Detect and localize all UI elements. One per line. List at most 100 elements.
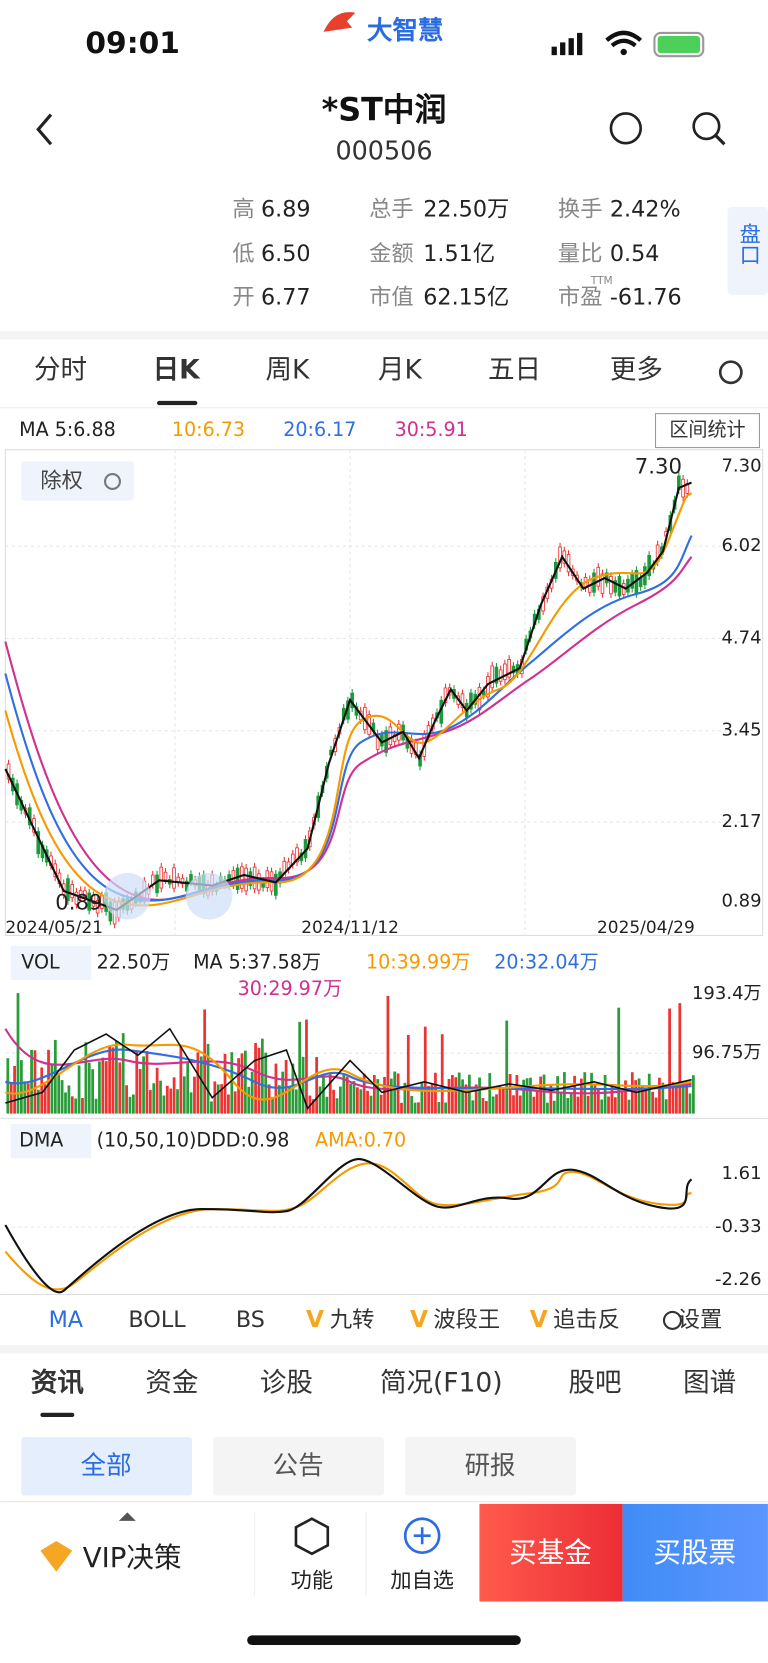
filter-button[interactable]	[213, 1437, 384, 1496]
candle-body	[490, 665, 494, 689]
buy-stock-button[interactable]	[622, 1503, 768, 1602]
volume-bar	[484, 1100, 488, 1114]
vol-button[interactable]	[10, 946, 92, 980]
volume-bar	[16, 993, 20, 1114]
battery-level	[657, 36, 701, 54]
volume-bar	[244, 1050, 247, 1114]
news-tab[interactable]: 图谱	[683, 1368, 736, 1399]
volume-bar	[668, 1008, 671, 1114]
adjust-gear	[104, 473, 121, 490]
filter-button[interactable]	[405, 1437, 576, 1496]
chart-tab[interactable]: 分时	[34, 355, 87, 386]
stock-name: *ST中润	[322, 90, 447, 128]
volume-bar	[318, 1086, 322, 1114]
chart-tab[interactable]: 更多	[610, 355, 663, 386]
chart-tab[interactable]: 日K	[153, 355, 201, 386]
zoom-in[interactable]	[104, 872, 151, 920]
settings-button[interactable]	[718, 360, 743, 385]
quote-label: 金额	[369, 241, 414, 267]
volume-bar	[654, 1097, 658, 1114]
function-label[interactable]: 功能	[291, 1568, 333, 1593]
indicator-tab[interactable]: BS	[236, 1307, 265, 1333]
logo-icon	[323, 12, 356, 32]
candle-body	[681, 478, 685, 498]
volume-bar	[651, 1091, 655, 1114]
chat-button[interactable]	[609, 112, 642, 145]
volume-bar	[454, 1077, 458, 1114]
watch-plus	[413, 1527, 431, 1545]
date: 2024/11/12	[301, 917, 399, 937]
volume-bar	[237, 1058, 240, 1114]
volume-bar	[661, 1082, 665, 1114]
volume-bar	[457, 1072, 461, 1114]
quote-value: -61.76	[610, 285, 682, 311]
volume-bar	[172, 1077, 176, 1114]
volume-bar	[576, 1096, 580, 1114]
buy-fund-button[interactable]	[479, 1503, 623, 1602]
adjust-button[interactable]	[21, 461, 134, 501]
volume-bar	[125, 1085, 128, 1114]
zoom-out[interactable]	[185, 872, 233, 920]
chart-tab[interactable]: 周K	[266, 355, 311, 386]
quote-label: 高	[232, 196, 254, 222]
chart-tab[interactable]: 月K	[378, 355, 423, 386]
news-tab[interactable]: 诊股	[260, 1368, 313, 1399]
indicator-tab[interactable]: 波段王	[433, 1307, 500, 1333]
indicator-tab[interactable]: 设置	[678, 1307, 723, 1333]
volume-bar	[176, 1089, 179, 1114]
candle-body	[163, 871, 168, 881]
volume-bar	[67, 1085, 71, 1114]
vol-tick: 96.75万	[692, 1042, 762, 1063]
filter-button[interactable]	[21, 1437, 193, 1496]
news-tab[interactable]: 简况(F10)	[380, 1368, 503, 1399]
indicator-tab[interactable]: MA	[49, 1307, 84, 1333]
home-indicator	[247, 1635, 521, 1645]
chart-tab[interactable]: 五日	[488, 355, 541, 386]
volume-bar	[359, 1089, 363, 1114]
search-button[interactable]	[692, 112, 721, 141]
volume-bar	[216, 1084, 220, 1114]
candle-body	[494, 666, 499, 684]
vip-label[interactable]: VIP决策	[83, 1541, 182, 1574]
volume-bar	[647, 1073, 651, 1114]
volume-bar	[613, 1097, 617, 1114]
dma-tick: -0.33	[715, 1216, 762, 1237]
back-button[interactable]	[36, 113, 53, 146]
candle-body	[503, 663, 507, 681]
news-tab[interactable]: 资金	[145, 1368, 198, 1399]
side-button-label: 盘口	[736, 222, 761, 265]
volume-bar	[678, 1003, 682, 1114]
news-tab[interactable]: 资讯	[31, 1368, 84, 1399]
quote-label: 开	[232, 285, 254, 311]
filter-label: 公告	[273, 1451, 324, 1481]
volume-bar	[13, 1065, 16, 1114]
volume-bar	[315, 1057, 319, 1114]
volume-bar	[223, 1053, 227, 1114]
volume-bar	[352, 1081, 356, 1114]
news-tab[interactable]: 股吧	[569, 1368, 622, 1399]
volume-bar	[152, 1083, 156, 1114]
dma-button[interactable]	[10, 1124, 92, 1159]
volume-bar	[325, 1096, 329, 1114]
side-button[interactable]	[727, 206, 768, 295]
volume-bar	[169, 1088, 173, 1114]
vip-icon	[40, 1541, 73, 1572]
volume-bar	[260, 1038, 264, 1114]
indicator-tab[interactable]: 九转	[330, 1307, 375, 1333]
indicator-tab[interactable]: BOLL	[128, 1307, 186, 1333]
v-icon: V	[306, 1305, 324, 1333]
candle-body	[613, 580, 618, 593]
volume-bar	[569, 1093, 573, 1114]
volume-bar	[451, 1075, 454, 1114]
search-handle	[714, 134, 726, 146]
volume-bar	[644, 1088, 648, 1114]
volume-bar	[240, 1053, 244, 1114]
volume-bar	[430, 1084, 434, 1114]
indicator-tab[interactable]: 追击反	[553, 1307, 620, 1333]
watch-label[interactable]: 加自选	[390, 1568, 454, 1593]
range-button[interactable]	[654, 413, 760, 449]
volume-bar	[345, 1076, 349, 1114]
volume-bar	[308, 1095, 312, 1114]
volume-bar	[488, 1073, 492, 1114]
